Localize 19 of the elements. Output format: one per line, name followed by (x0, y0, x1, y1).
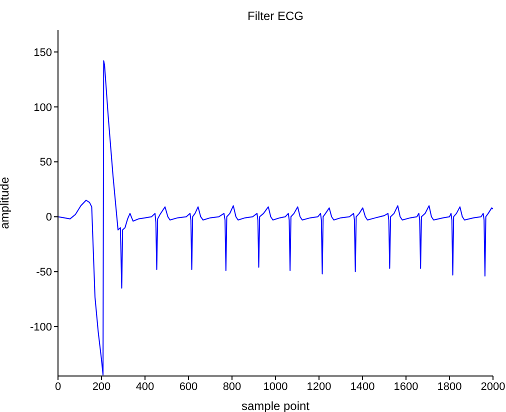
y-axis-title: amplitude (0, 176, 12, 230)
x-tick-label: 0 (54, 380, 62, 393)
y-tick-label: -100 (30, 321, 52, 334)
x-tick-label: 600 (179, 380, 198, 393)
y-tick-label: 150 (34, 46, 52, 59)
x-tick-label: 1400 (350, 380, 375, 393)
x-tick-label: 400 (136, 380, 154, 393)
y-tick-label: -50 (36, 266, 52, 279)
y-tick-label: 100 (34, 102, 52, 114)
x-tick-label: 1600 (394, 380, 418, 393)
y-tick-label: 50 (40, 156, 52, 169)
x-tick-label: 1200 (306, 380, 332, 393)
x-tick-label: 800 (222, 380, 242, 393)
chart-title: Filter ECG (246, 9, 304, 23)
x-tick-label: 1800 (437, 380, 462, 393)
x-tick-label: 200 (92, 380, 111, 393)
x-tick-label: 2000 (480, 380, 506, 393)
x-tick-label: 1000 (263, 380, 288, 393)
y-tick-label: 0 (46, 212, 52, 224)
